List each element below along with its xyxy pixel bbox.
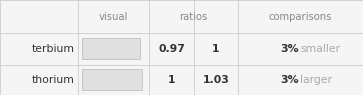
Text: 1.03: 1.03 — [203, 75, 229, 85]
Text: 1: 1 — [212, 44, 220, 54]
Text: ratios: ratios — [179, 12, 207, 22]
Text: 0.97: 0.97 — [158, 44, 185, 54]
Text: smaller: smaller — [301, 44, 340, 54]
Bar — [82, 38, 140, 59]
Text: thorium: thorium — [32, 75, 74, 85]
Text: 1: 1 — [168, 75, 175, 85]
Text: visual: visual — [99, 12, 128, 22]
Text: 3%: 3% — [280, 75, 298, 85]
Text: larger: larger — [301, 75, 333, 85]
Text: comparisons: comparisons — [269, 12, 332, 22]
Bar — [82, 69, 142, 90]
Text: terbium: terbium — [32, 44, 74, 54]
Text: 3%: 3% — [280, 44, 298, 54]
